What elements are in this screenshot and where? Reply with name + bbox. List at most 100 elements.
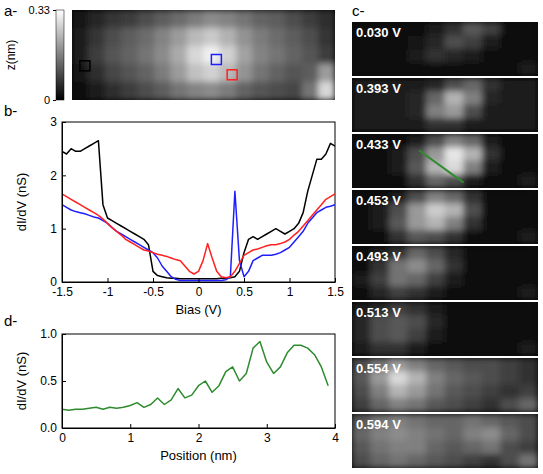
heat-cell <box>319 10 335 28</box>
heat-cell <box>482 273 501 287</box>
heat-cell <box>501 148 520 162</box>
tick-label: -0.5 <box>143 285 164 299</box>
map-label: 0.433 V <box>356 137 401 152</box>
tick: 1.5 <box>327 278 344 299</box>
image-background <box>72 10 335 100</box>
tick-label: 0.5 <box>236 285 253 299</box>
heat-cell <box>445 287 464 301</box>
heat-cell <box>88 82 104 100</box>
heat-cell <box>286 28 302 46</box>
heat-cell <box>171 64 187 82</box>
heat-cell <box>154 46 170 64</box>
heat-cell <box>408 358 427 372</box>
tick-mark <box>62 122 66 123</box>
heat-cell <box>445 190 464 204</box>
heat-cell <box>408 92 427 106</box>
tick-mark <box>335 278 336 282</box>
panel-label: b- <box>4 102 17 119</box>
heat-cell <box>426 36 445 50</box>
heat-cell <box>371 455 390 469</box>
heat-cell <box>482 22 501 36</box>
tick-mark <box>108 278 109 282</box>
image-cells <box>352 414 538 468</box>
heat-cell <box>464 92 483 106</box>
heat-cell <box>371 441 390 455</box>
heat-cell <box>408 22 427 36</box>
colorbar <box>56 10 64 100</box>
map-label: 0.030 V <box>356 25 401 40</box>
image-area <box>72 10 335 100</box>
tick-label: 1 <box>287 285 294 299</box>
heat-cell <box>371 287 390 301</box>
heat-cell <box>464 22 483 36</box>
heat-cell <box>519 372 538 386</box>
tick-label: 0.0 <box>40 421 57 435</box>
heat-cell <box>464 204 483 218</box>
heat-cell <box>88 10 104 28</box>
heat-cell <box>426 105 445 119</box>
heat-cell <box>426 329 445 343</box>
heat-cell <box>319 82 335 100</box>
axis: 01234 <box>59 424 339 445</box>
heat-cell <box>408 287 427 301</box>
image-area <box>352 190 538 244</box>
heat-cell <box>445 302 464 316</box>
image-cells <box>352 246 538 300</box>
heat-cell <box>426 119 445 133</box>
image-area <box>352 414 538 468</box>
heat-cell <box>105 28 121 46</box>
heat-cell <box>501 119 520 133</box>
plot-frame <box>62 122 335 282</box>
heat-cell <box>204 82 220 100</box>
image-cells <box>352 302 538 356</box>
tick: 0.33 <box>29 4 56 16</box>
heat-cell <box>408 190 427 204</box>
heat-cell <box>445 329 464 343</box>
heat-cell <box>464 105 483 119</box>
heat-cell <box>519 358 538 372</box>
image-cells <box>352 22 538 76</box>
heat-cell <box>464 343 483 357</box>
heat-cell <box>204 64 220 82</box>
heat-cell <box>269 64 285 82</box>
heat-cell <box>426 399 445 413</box>
heat-cell <box>501 134 520 148</box>
heat-cell <box>426 217 445 231</box>
heat-cell <box>88 64 104 82</box>
heat-cell <box>445 372 464 386</box>
heat-cell <box>371 217 390 231</box>
heat-cell <box>464 148 483 162</box>
heat-cell <box>519 204 538 218</box>
heat-cell <box>138 64 154 82</box>
tick-label: 1 <box>127 431 134 445</box>
heat-cell <box>253 64 269 82</box>
map-label: 0.493 V <box>356 249 401 264</box>
tick: 0 <box>196 278 203 299</box>
heat-cell <box>253 82 269 100</box>
heat-cell <box>501 231 520 245</box>
heat-cell <box>426 246 445 260</box>
heat-cell <box>482 161 501 175</box>
heat-cell <box>371 343 390 357</box>
heat-cell <box>519 105 538 119</box>
heat-cell <box>501 329 520 343</box>
heat-cell <box>105 46 121 64</box>
heat-cell <box>519 302 538 316</box>
heat-cell <box>408 175 427 189</box>
heat-cell <box>519 217 538 231</box>
heat-cell <box>408 246 427 260</box>
axis: 0123 <box>50 115 66 289</box>
heat-cell <box>482 316 501 330</box>
heat-cell <box>519 316 538 330</box>
heat-cell <box>371 273 390 287</box>
heat-cell <box>269 82 285 100</box>
tick-label: 2 <box>196 431 203 445</box>
heat-cell <box>501 92 520 106</box>
heat-cell <box>286 10 302 28</box>
heat-cell <box>138 46 154 64</box>
data-line <box>62 191 335 280</box>
heat-cell <box>501 161 520 175</box>
heat-cell <box>482 455 501 469</box>
heat-cell <box>389 287 408 301</box>
tick-mark <box>130 424 131 428</box>
